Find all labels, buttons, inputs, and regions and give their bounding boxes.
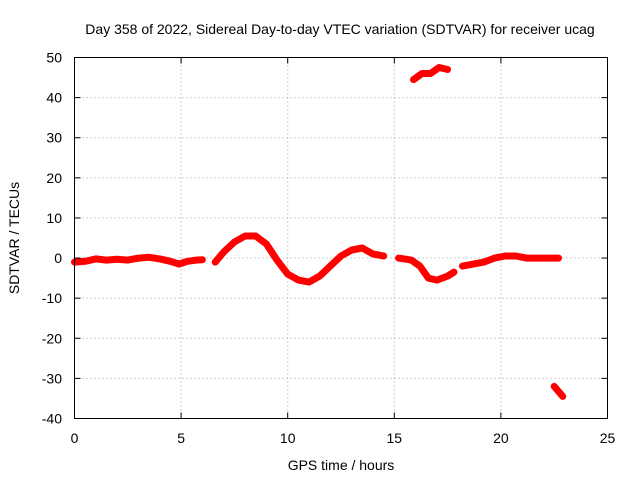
- y-tick-label: 40: [46, 90, 62, 106]
- x-tick-label: 5: [177, 430, 185, 446]
- grid-lines: [74, 57, 608, 419]
- x-tick-labels: 0 5 10 15 20 25: [71, 430, 616, 446]
- plot-frame: [74, 57, 608, 419]
- series-segment-5: [410, 64, 452, 84]
- chart-title: Day 358 of 2022, Sidereal Day-to-day VTE…: [85, 21, 594, 37]
- series-segment-1: [71, 253, 206, 268]
- y-tick-label: 30: [46, 130, 62, 146]
- y-tick-label: -30: [42, 370, 62, 386]
- x-tick-label: 20: [493, 430, 509, 446]
- x-tick-label: 0: [71, 430, 79, 446]
- y-tick-label: 50: [46, 50, 62, 66]
- series-segment-3: [395, 254, 458, 284]
- axis-ticks: [74, 57, 608, 419]
- series-segment-6: [550, 382, 567, 400]
- y-tick-labels: -40 -30 -20 -10 0 10 20 30 40 50: [42, 50, 62, 427]
- series-segment-2: [211, 232, 388, 286]
- x-tick-label: 25: [600, 430, 616, 446]
- x-axis-label: GPS time / hours: [288, 457, 395, 473]
- y-tick-label: 0: [54, 250, 62, 266]
- y-axis-label: SDTVAR / TECUs: [6, 182, 22, 294]
- y-tick-label: -10: [42, 290, 62, 306]
- y-tick-label: -20: [42, 330, 62, 346]
- series-segment-4: [459, 252, 562, 270]
- y-tick-label: 20: [46, 170, 62, 186]
- y-tick-label: -40: [42, 411, 62, 427]
- y-tick-label: 10: [46, 210, 62, 226]
- x-tick-label: 15: [387, 430, 403, 446]
- x-tick-label: 10: [280, 430, 296, 446]
- data-series: [71, 64, 567, 400]
